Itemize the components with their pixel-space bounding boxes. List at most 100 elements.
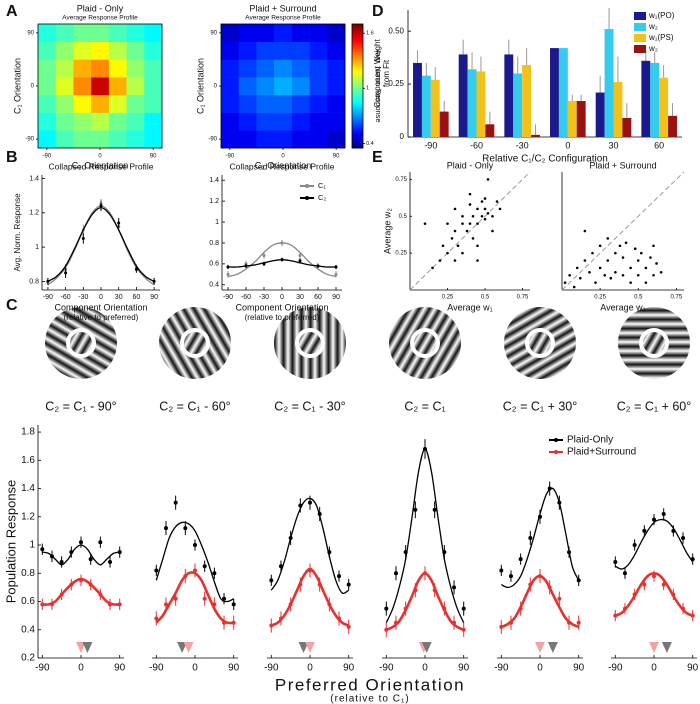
x-tick-label: -90: [149, 663, 164, 674]
data-point: [495, 200, 499, 203]
bar: [558, 48, 568, 137]
data-point: [461, 627, 466, 632]
legend-label: w₁(PS): [648, 33, 674, 42]
heatmap-cell: [256, 130, 275, 149]
heatmap-cell: [144, 112, 163, 131]
legend-swatch: [634, 12, 646, 20]
chart-title: Plaid - Only: [77, 3, 124, 13]
data-point: [498, 207, 502, 211]
data-point: [442, 550, 447, 555]
colorbar-step: [352, 129, 363, 132]
colorbar-step: [352, 71, 363, 75]
colorbar-step: [352, 61, 363, 64]
data-point: [476, 259, 479, 262]
data-point: [508, 620, 513, 625]
chart-title: C₂ = C₁ + 60°: [617, 399, 692, 413]
heatmap-cell: [144, 94, 163, 113]
heatmap-cell: [291, 77, 310, 96]
x-tick-label: 90: [687, 663, 699, 674]
data-point: [88, 557, 93, 562]
panel-letter: C: [6, 297, 18, 314]
heatmap-cell: [221, 130, 240, 149]
x-tick-label: -90: [608, 663, 623, 674]
heatmap-cell: [38, 94, 57, 113]
data-point: [661, 511, 666, 516]
heatmap-cell: [55, 94, 74, 113]
bar: [476, 71, 486, 137]
data-point: [640, 251, 643, 255]
heatmap-cell: [238, 24, 257, 43]
legend-label: C₂: [318, 193, 326, 202]
heatmap-cell: [291, 41, 310, 60]
x-tick-label: 90: [343, 663, 355, 674]
y-tick-label: 0: [214, 84, 218, 90]
data-point: [661, 582, 666, 587]
bar: [604, 29, 614, 137]
data-point: [288, 602, 293, 607]
legend-label: Plaid+Surround: [567, 447, 636, 458]
heatmap-cell: [91, 112, 110, 131]
data-point: [476, 222, 479, 225]
colorbar-tick-label: 1: [366, 86, 369, 92]
colorbar-step: [352, 75, 363, 79]
data-point: [81, 237, 85, 241]
data-point: [154, 616, 159, 621]
x-tick-label: 90: [458, 663, 470, 674]
data-point: [583, 259, 587, 262]
data-point: [567, 550, 572, 555]
x-axis-note: (relative to C₁): [330, 694, 409, 704]
data-point: [591, 251, 594, 255]
x-tick-label: -30: [259, 294, 269, 301]
data-point: [606, 259, 610, 262]
colorbar-step: [352, 42, 363, 46]
colorbar-step: [352, 48, 363, 52]
data-point: [622, 571, 627, 576]
x-tick-label: -90: [424, 140, 437, 150]
orientation-marker: [421, 642, 432, 653]
data-point: [413, 507, 418, 512]
data-point: [598, 266, 602, 270]
data-point: [183, 574, 188, 579]
data-point: [642, 528, 647, 533]
data-point: [642, 582, 647, 587]
data-point: [46, 279, 50, 283]
y-axis-label: C₁ Orientation: [12, 58, 22, 114]
heatmap-cell: [309, 94, 328, 113]
data-point: [88, 582, 93, 587]
heatmap-cell: [256, 77, 275, 96]
heatmap-cell: [327, 77, 346, 96]
legend-dot: [305, 184, 309, 188]
data-point: [461, 251, 464, 255]
data-point: [152, 279, 156, 283]
colorbar-step: [352, 121, 363, 124]
heatmap-cell: [221, 59, 240, 78]
colorbar-step: [352, 106, 363, 110]
data-point: [632, 543, 637, 548]
colorbar-step: [352, 50, 363, 54]
data-point: [269, 623, 274, 628]
data-point: [403, 606, 408, 611]
chart-title: Plaid + Surround: [589, 160, 656, 170]
data-point: [202, 564, 207, 569]
data-point: [423, 222, 427, 225]
y-axis-label: from Fit: [382, 59, 391, 87]
x-tick-label: -60: [241, 294, 251, 301]
x-tick-label: 0: [98, 154, 102, 160]
data-point: [483, 197, 487, 200]
x-axis-label: Average w₁: [600, 302, 645, 312]
heatmap-cell: [274, 130, 293, 149]
data-point: [572, 285, 576, 289]
data-point: [413, 588, 418, 593]
y-tick-label: 90: [210, 30, 217, 36]
heatmap-cell: [238, 41, 257, 60]
x-tick-label: -90: [226, 154, 235, 160]
data-point: [528, 582, 533, 587]
x-tick-label: 90: [228, 663, 240, 674]
data-point: [468, 222, 472, 225]
heatmap-cell: [238, 59, 257, 78]
data-point: [557, 596, 562, 601]
data-point: [563, 281, 567, 284]
data-point: [471, 237, 475, 240]
data-point: [461, 214, 464, 218]
heatmap-cell: [274, 59, 293, 78]
